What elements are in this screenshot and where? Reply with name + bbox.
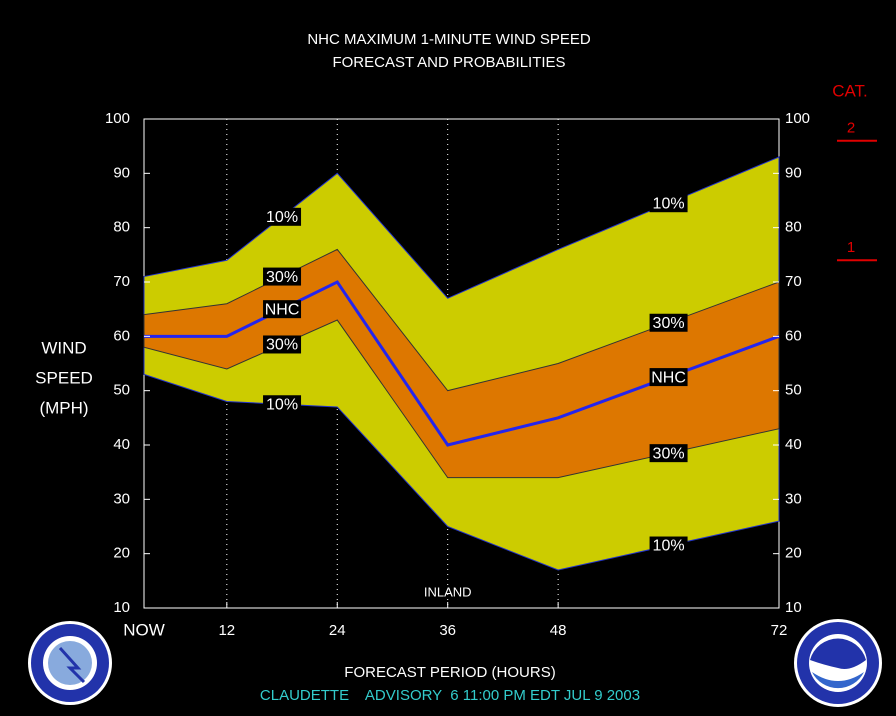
series-label: 10% bbox=[653, 195, 685, 212]
x-tick-label: 48 bbox=[550, 622, 567, 639]
footer: CLAUDETTE ADVISORY 6 11:00 PM EDT JUL 9 … bbox=[260, 687, 640, 704]
band bbox=[143, 156, 780, 571]
category-label: 1 bbox=[847, 239, 855, 256]
series-label: 30% bbox=[266, 337, 298, 354]
y-tick-label: 80 bbox=[113, 219, 130, 236]
annotation: INLAND bbox=[424, 584, 472, 599]
x-tick-label: 36 bbox=[439, 622, 456, 639]
y-tick-label: 100 bbox=[105, 110, 130, 127]
y-axis-label: WIND bbox=[41, 338, 86, 357]
y-tick-label: 60 bbox=[113, 327, 130, 344]
y-tick-label-right: 100 bbox=[785, 110, 810, 127]
category-title: CAT. bbox=[832, 81, 868, 100]
nhc-line bbox=[144, 280, 780, 447]
category-label: 2 bbox=[847, 120, 855, 137]
label-bg bbox=[649, 194, 688, 213]
y-tick-label: 30 bbox=[113, 490, 130, 507]
label-bg bbox=[649, 368, 688, 387]
y-tick-label-right: 60 bbox=[785, 327, 802, 344]
y-tick-label: 10 bbox=[113, 599, 130, 616]
y-tick-label-right: 10 bbox=[785, 599, 802, 616]
y-tick-label-right: 50 bbox=[785, 382, 802, 399]
y-tick-label-right: 80 bbox=[785, 219, 802, 236]
nws-logo bbox=[28, 621, 112, 705]
y-tick-label-right: 30 bbox=[785, 490, 802, 507]
x-tick-label: 72 bbox=[771, 622, 788, 639]
chart-title: FORECAST AND PROBABILITIES bbox=[332, 54, 565, 71]
y-tick-label-right: 20 bbox=[785, 545, 802, 562]
x-tick-label: 12 bbox=[218, 622, 235, 639]
y-tick-label-right: 70 bbox=[785, 273, 802, 290]
series-label: NHC bbox=[651, 369, 686, 386]
series-label: NHC bbox=[265, 301, 300, 318]
y-tick-label: 50 bbox=[113, 382, 130, 399]
y-tick-label: 90 bbox=[113, 164, 130, 181]
x-axis-label: FORECAST PERIOD (HOURS) bbox=[344, 664, 555, 681]
y-tick-label: 70 bbox=[113, 273, 130, 290]
x-tick-label: NOW bbox=[123, 620, 165, 639]
label-bg bbox=[649, 536, 688, 555]
y-tick-label: 40 bbox=[113, 436, 130, 453]
series-label: 30% bbox=[653, 315, 685, 332]
series-label: 30% bbox=[653, 445, 685, 462]
y-axis-label: (MPH) bbox=[39, 398, 88, 417]
label-bg bbox=[263, 300, 302, 319]
series-label: 30% bbox=[266, 269, 298, 286]
y-tick-label-right: 40 bbox=[785, 436, 802, 453]
label-bg bbox=[263, 335, 302, 354]
x-tick-label: 24 bbox=[329, 622, 346, 639]
label-bg bbox=[263, 395, 302, 414]
label-bg bbox=[649, 444, 688, 463]
y-tick-label-right: 90 bbox=[785, 164, 802, 181]
band bbox=[143, 248, 780, 479]
series-label: 10% bbox=[266, 396, 298, 413]
chart-title: NHC MAXIMUM 1-MINUTE WIND SPEED bbox=[307, 31, 591, 48]
label-bg bbox=[649, 313, 688, 332]
noaa-logo bbox=[794, 619, 882, 707]
y-tick-label: 20 bbox=[113, 545, 130, 562]
series-label: 10% bbox=[266, 209, 298, 226]
series-label: 10% bbox=[653, 538, 685, 555]
label-bg bbox=[263, 267, 302, 286]
y-axis-label: SPEED bbox=[35, 368, 93, 387]
label-bg bbox=[263, 207, 302, 226]
